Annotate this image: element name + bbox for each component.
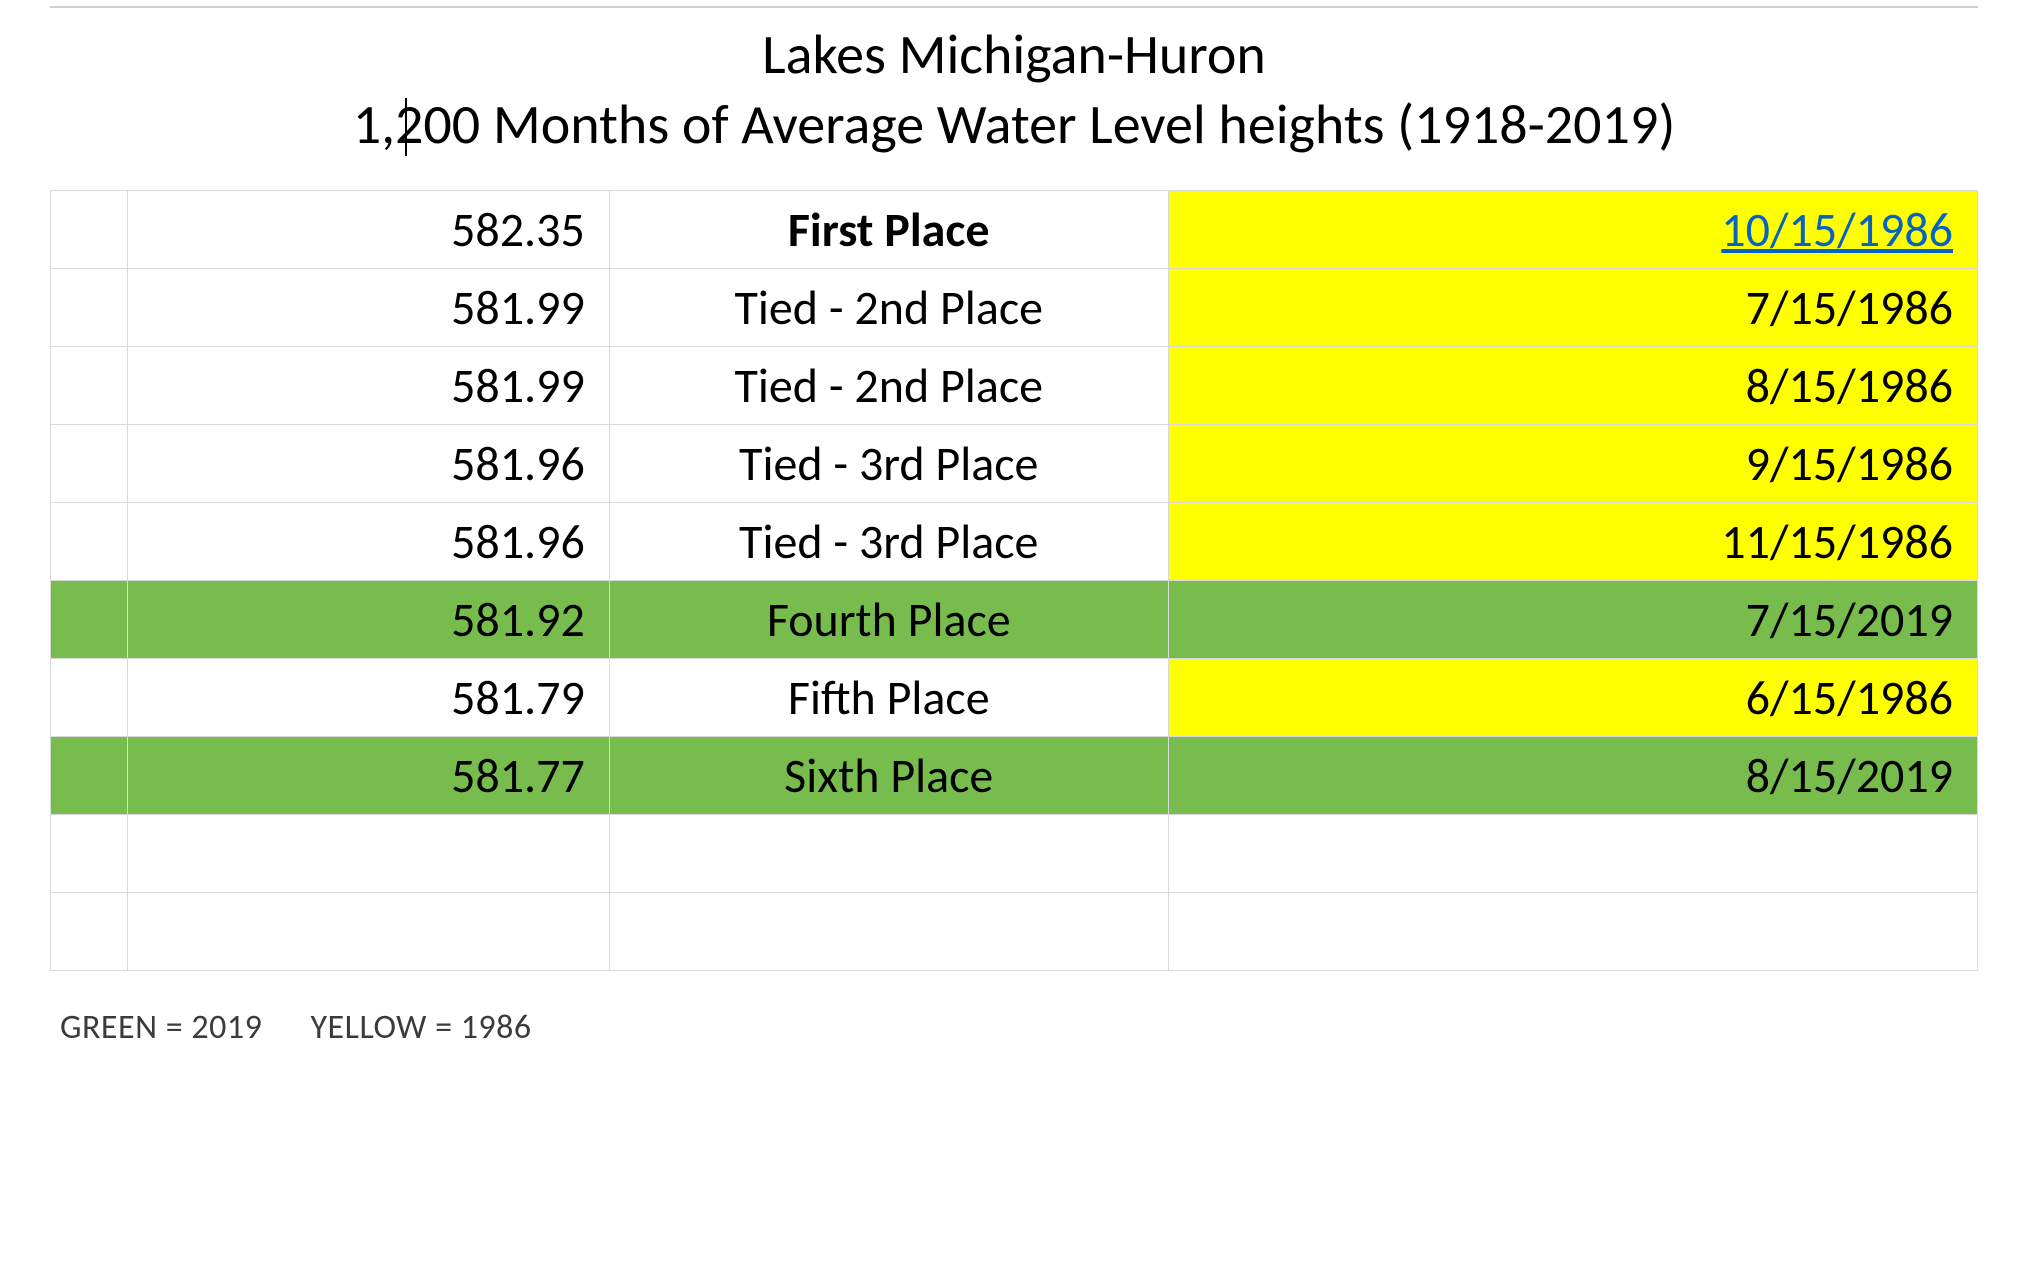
table-row: 581.79Fifth Place6/15/1986 bbox=[51, 659, 1978, 737]
record-date-link[interactable]: 10/15/1986 bbox=[1721, 200, 1953, 259]
text-cursor bbox=[405, 98, 407, 156]
record-date: 9/15/1986 bbox=[1168, 425, 1977, 503]
water-level-table: 582.35First Place10/15/1986581.99Tied - … bbox=[50, 190, 1978, 971]
water-level-value bbox=[128, 815, 610, 893]
row-gutter bbox=[51, 503, 128, 581]
water-level-value: 581.99 bbox=[128, 347, 610, 425]
place-label: Sixth Place bbox=[609, 737, 1168, 815]
record-date: 6/15/1986 bbox=[1168, 659, 1977, 737]
slide-top-border bbox=[50, 6, 1978, 8]
row-gutter bbox=[51, 893, 128, 971]
place-label bbox=[609, 893, 1168, 971]
record-date bbox=[1168, 893, 1977, 971]
title-line-2-text: 1,200 Months of Average Water Level heig… bbox=[353, 91, 1676, 159]
record-date bbox=[1168, 815, 1977, 893]
legend-yellow: YELLOW = 1986 bbox=[310, 1007, 531, 1048]
place-label: Fourth Place bbox=[609, 581, 1168, 659]
table-row bbox=[51, 893, 1978, 971]
record-date: 7/15/2019 bbox=[1168, 581, 1977, 659]
record-date: 11/15/1986 bbox=[1168, 503, 1977, 581]
place-label: Tied - 2nd Place bbox=[609, 347, 1168, 425]
table-row: 581.99Tied - 2nd Place8/15/1986 bbox=[51, 347, 1978, 425]
water-level-value: 581.77 bbox=[128, 737, 610, 815]
place-label: Fifth Place bbox=[609, 659, 1168, 737]
place-label: Tied - 2nd Place bbox=[609, 269, 1168, 347]
row-gutter bbox=[51, 581, 128, 659]
legend: GREEN = 2019 YELLOW = 1986 bbox=[50, 1007, 1978, 1048]
place-label: Tied - 3rd Place bbox=[609, 425, 1168, 503]
title-block: Lakes Michigan-Huron 1,200 Months of Ave… bbox=[50, 20, 1978, 160]
table-row: 581.92Fourth Place7/15/2019 bbox=[51, 581, 1978, 659]
water-level-value: 581.79 bbox=[128, 659, 610, 737]
row-gutter bbox=[51, 269, 128, 347]
table-row: 581.99Tied - 2nd Place7/15/1986 bbox=[51, 269, 1978, 347]
place-label bbox=[609, 815, 1168, 893]
record-date: 7/15/1986 bbox=[1168, 269, 1977, 347]
water-level-value: 581.96 bbox=[128, 425, 610, 503]
table-row: 581.96Tied - 3rd Place11/15/1986 bbox=[51, 503, 1978, 581]
place-label: Tied - 3rd Place bbox=[609, 503, 1168, 581]
slide: Lakes Michigan-Huron 1,200 Months of Ave… bbox=[0, 0, 2028, 1282]
record-date[interactable]: 10/15/1986 bbox=[1168, 191, 1977, 269]
title-line-2: 1,200 Months of Average Water Level heig… bbox=[353, 90, 1676, 160]
title-line-1: Lakes Michigan-Huron bbox=[50, 20, 1978, 90]
row-gutter bbox=[51, 659, 128, 737]
row-gutter bbox=[51, 191, 128, 269]
water-level-value: 581.96 bbox=[128, 503, 610, 581]
table-row bbox=[51, 815, 1978, 893]
water-level-value: 582.35 bbox=[128, 191, 610, 269]
row-gutter bbox=[51, 425, 128, 503]
record-date: 8/15/2019 bbox=[1168, 737, 1977, 815]
water-level-value: 581.92 bbox=[128, 581, 610, 659]
table-row: 581.77Sixth Place8/15/2019 bbox=[51, 737, 1978, 815]
row-gutter bbox=[51, 347, 128, 425]
water-level-value bbox=[128, 893, 610, 971]
table-row: 581.96Tied - 3rd Place9/15/1986 bbox=[51, 425, 1978, 503]
table-row: 582.35First Place 10/15/1986 bbox=[51, 191, 1978, 269]
record-date: 8/15/1986 bbox=[1168, 347, 1977, 425]
row-gutter bbox=[51, 737, 128, 815]
legend-green: GREEN = 2019 bbox=[60, 1007, 262, 1048]
place-label: First Place bbox=[609, 191, 1168, 269]
row-gutter bbox=[51, 815, 128, 893]
water-level-value: 581.99 bbox=[128, 269, 610, 347]
